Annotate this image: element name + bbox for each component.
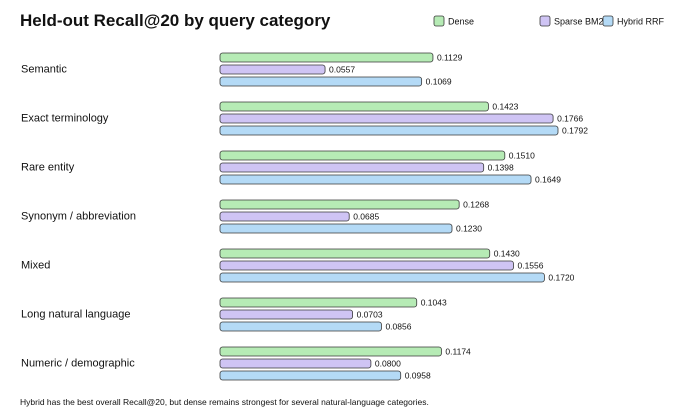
value-label-rare-entity-hybrid-rrf: 0.1649 <box>535 175 561 185</box>
value-label-rare-entity-dense: 0.1510 <box>509 151 535 161</box>
bar-numeric-demographic-hybrid-rrf <box>219 370 402 381</box>
bars-group: Semantic 0.1129 0.0557 0.1069 Exact terminol… <box>21 53 588 381</box>
category-label-rare-entity: Rare entity <box>21 162 75 174</box>
category-label-mixed: Mixed <box>21 260 50 272</box>
category-group-rare-entity: Rare entity 0.1510 0.1398 0.1649 <box>21 151 561 185</box>
bar-numeric-demographic-dense <box>219 346 442 357</box>
bar-long-natural-language-hybrid-rrf <box>219 321 382 332</box>
value-label-numeric-demographic-hybrid-rrf: 0.0958 <box>405 371 431 381</box>
chart-title: Held-out Recall@20 by query category <box>20 11 331 30</box>
category-label-semantic: Semantic <box>21 64 67 76</box>
bar-rare-entity-dense <box>219 150 506 161</box>
bar-mixed-dense <box>219 248 491 259</box>
value-label-exact-terminology-hybrid-rrf: 0.1792 <box>562 126 588 136</box>
bar-rare-entity-sparse-bm25 <box>219 162 485 173</box>
value-label-semantic-sparse-bm25: 0.0557 <box>329 65 355 75</box>
bar-semantic-dense <box>219 52 434 63</box>
value-label-semantic-hybrid-rrf: 0.1069 <box>426 77 452 87</box>
category-group-exact-terminology: Exact terminology 0.1423 0.1766 0.1792 <box>21 102 588 136</box>
category-label-long-natural-language: Long natural language <box>21 309 130 321</box>
category-group-synonym-abbreviation: Synonym / abbreviation 0.1268 0.0685 0.1230 <box>21 200 489 234</box>
category-group-numeric-demographic: Numeric / demographic 0.1174 0.0800 0.0958 <box>21 347 471 381</box>
value-label-exact-terminology-sparse-bm25: 0.1766 <box>557 114 583 124</box>
value-label-long-natural-language-dense: 0.1043 <box>421 298 447 308</box>
legend-label-hybrid-rrf: Hybrid RRF <box>617 17 665 27</box>
legend-label-sparse-bm25: Sparse BM25 <box>554 17 609 27</box>
value-label-exact-terminology-dense: 0.1423 <box>492 102 518 112</box>
value-label-long-natural-language-sparse-bm25: 0.0703 <box>357 310 383 320</box>
legend-swatch-hybrid-rrf <box>602 15 614 27</box>
bar-synonym-abbreviation-hybrid-rrf <box>219 223 453 234</box>
chart-footnote: Hybrid has the best overall Recall@20, b… <box>20 397 429 407</box>
legend-swatch-dense <box>433 15 445 27</box>
value-label-numeric-demographic-dense: 0.1174 <box>445 347 471 357</box>
value-label-rare-entity-sparse-bm25: 0.1398 <box>488 163 514 173</box>
category-group-mixed: Mixed 0.1430 0.1556 0.1720 <box>21 249 575 283</box>
category-label-synonym-abbreviation: Synonym / abbreviation <box>21 211 136 223</box>
category-group-semantic: Semantic 0.1129 0.0557 0.1069 <box>21 53 463 87</box>
category-label-exact-terminology: Exact terminology <box>21 113 109 125</box>
bar-exact-terminology-dense <box>219 101 489 112</box>
bar-mixed-sparse-bm25 <box>219 260 514 271</box>
bar-synonym-abbreviation-sparse-bm25 <box>219 211 350 222</box>
value-label-synonym-abbreviation-dense: 0.1268 <box>463 200 489 210</box>
value-label-mixed-hybrid-rrf: 0.1720 <box>548 273 574 283</box>
legend: Dense Sparse BM25 Hybrid RRF <box>433 15 665 27</box>
bar-semantic-hybrid-rrf <box>219 76 423 87</box>
value-label-mixed-sparse-bm25: 0.1556 <box>517 261 543 271</box>
bar-mixed-hybrid-rrf <box>219 272 545 283</box>
legend-swatch-sparse-bm25 <box>539 15 551 27</box>
value-label-synonym-abbreviation-hybrid-rrf: 0.1230 <box>456 224 482 234</box>
bar-exact-terminology-sparse-bm25 <box>219 113 554 124</box>
value-label-mixed-dense: 0.1430 <box>494 249 520 259</box>
bar-long-natural-language-dense <box>219 297 418 308</box>
category-label-numeric-demographic: Numeric / demographic <box>21 358 135 370</box>
legend-label-dense: Dense <box>448 17 474 27</box>
bar-exact-terminology-hybrid-rrf <box>219 125 559 136</box>
bar-rare-entity-hybrid-rrf <box>219 174 532 185</box>
value-label-numeric-demographic-sparse-bm25: 0.0800 <box>375 359 401 369</box>
bar-long-natural-language-sparse-bm25 <box>219 309 353 320</box>
value-label-synonym-abbreviation-sparse-bm25: 0.0685 <box>353 212 379 222</box>
bar-synonym-abbreviation-dense <box>219 199 460 210</box>
value-label-long-natural-language-hybrid-rrf: 0.0856 <box>385 322 411 332</box>
value-label-semantic-dense: 0.1129 <box>437 53 463 63</box>
bar-numeric-demographic-sparse-bm25 <box>219 358 372 369</box>
bar-semantic-sparse-bm25 <box>219 64 326 75</box>
